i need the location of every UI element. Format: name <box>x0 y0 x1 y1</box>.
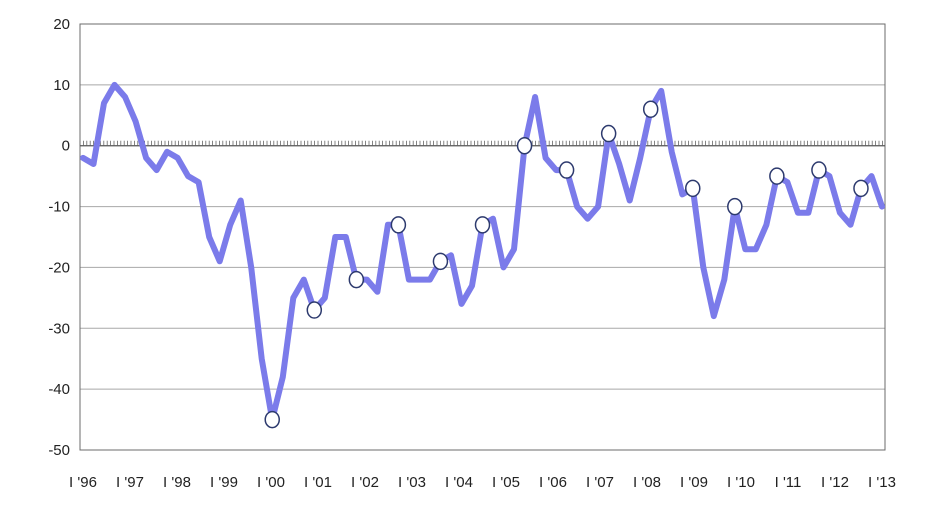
y-tick-label: 10 <box>53 77 70 94</box>
y-tick-label: -50 <box>48 442 70 459</box>
data-point-marker <box>432 252 449 271</box>
data-point-marker <box>306 301 323 319</box>
y-tick-label: 0 <box>62 138 70 155</box>
series-line <box>80 81 885 423</box>
data-point-marker <box>264 410 280 429</box>
x-tick-label: I '97 <box>116 474 144 491</box>
x-tick-labels: I '96 I '97 I '98 I '99 I '00 I '01 I '02 I '03… <box>69 474 896 491</box>
x-tick-label: I '96 <box>69 474 97 491</box>
data-point-marker <box>685 179 701 198</box>
plot-border <box>79 23 886 451</box>
zero-axis-minor-ticks <box>79 140 883 146</box>
data-point-marker <box>390 216 407 234</box>
data-point-marker <box>811 161 827 179</box>
axes <box>79 23 886 451</box>
x-tick-label: I '10 <box>727 474 755 491</box>
data-point-marker <box>600 124 617 143</box>
y-tick-label: 20 <box>53 16 70 33</box>
x-tick-label: I '03 <box>398 474 426 491</box>
x-tick-label: I '06 <box>539 474 567 491</box>
x-tick-label: I '08 <box>633 474 661 491</box>
data-point-marker <box>853 179 869 198</box>
y-tick-label: -10 <box>48 199 70 216</box>
x-tick-label: I '01 <box>304 474 332 491</box>
y-tick-label: -40 <box>48 381 70 398</box>
x-tick-label: I '00 <box>257 474 285 491</box>
x-tick-label: I '12 <box>821 474 849 491</box>
y-tick-label: -20 <box>48 259 70 276</box>
x-tick-label: I '09 <box>680 474 708 491</box>
y-tick-labels: 20 10 0 -10 -20 -30 -40 -50 <box>48 16 70 459</box>
data-point-marker <box>769 167 785 185</box>
data-point-marker <box>516 136 533 155</box>
x-tick-label: I '04 <box>445 474 473 491</box>
data-point-marker <box>558 161 575 179</box>
x-tick-label: I '05 <box>492 474 520 491</box>
x-tick-label: I '11 <box>775 474 802 491</box>
x-tick-label: I '99 <box>210 474 238 491</box>
y-tick-label: -30 <box>48 320 70 337</box>
x-tick-label: I '98 <box>163 474 191 491</box>
x-tick-label: I '07 <box>586 474 614 491</box>
data-point-marker <box>348 270 365 289</box>
x-tick-label: I '13 <box>868 474 896 491</box>
data-point-marker <box>642 100 659 118</box>
data-point-marker <box>727 197 743 216</box>
series-markers <box>264 100 869 429</box>
x-tick-label: I '02 <box>351 474 379 491</box>
series-line-path <box>80 81 885 423</box>
data-point-marker <box>474 216 491 234</box>
